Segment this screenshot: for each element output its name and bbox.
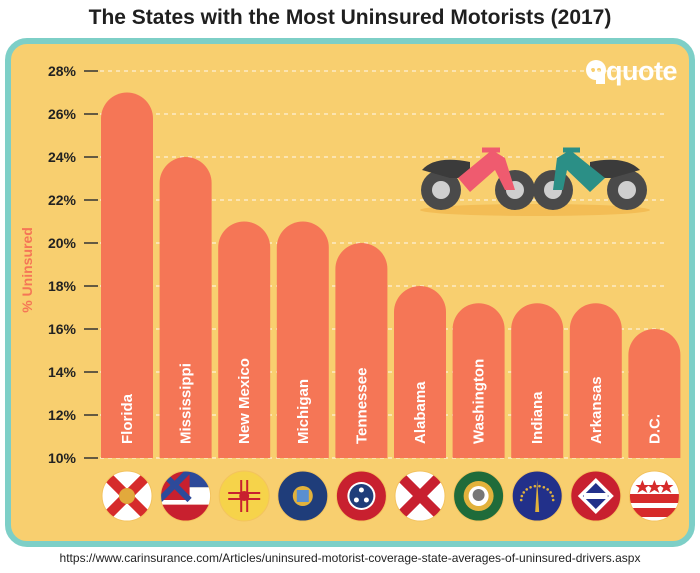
flag-washington-icon <box>453 470 505 522</box>
bar-label: Tennessee <box>353 368 370 444</box>
flag-new-mexico-icon <box>218 470 270 522</box>
y-tick-label: 14% <box>48 364 77 380</box>
bar-label: Washington <box>471 359 488 444</box>
flag-alabama-icon <box>394 470 446 522</box>
y-axis-label: % Uninsured <box>19 227 35 313</box>
bar-label: Mississippi <box>178 363 195 444</box>
y-tick-label: 26% <box>48 106 77 122</box>
bar-arkansas <box>569 303 622 458</box>
bar-indiana <box>511 303 564 458</box>
teal-motorcycle-icon <box>533 147 647 210</box>
chart-title: The States with the Most Uninsured Motor… <box>88 6 612 29</box>
flag-tennessee-icon <box>335 470 387 522</box>
source-url: https://www.carinsurance.com/Articles/un… <box>59 551 641 565</box>
flag-indiana-icon <box>511 470 563 522</box>
bar-label: Indiana <box>529 391 546 444</box>
bar-washington <box>452 303 505 458</box>
bar-new-mexico <box>218 221 271 458</box>
flag-d-c--icon <box>628 470 680 522</box>
y-tick-label: 20% <box>48 235 77 251</box>
bar-d-c- <box>628 329 681 458</box>
red-motorcycle-icon <box>421 147 535 210</box>
bar-alabama <box>394 286 446 458</box>
bar-label: D.C. <box>646 414 663 444</box>
bar-michigan <box>276 221 329 458</box>
bar-label: Alabama <box>412 381 429 444</box>
bar-label: Michigan <box>295 379 312 444</box>
y-tick-label: 22% <box>48 192 77 208</box>
bar-tennessee <box>335 243 388 458</box>
motorcycles-illustration <box>420 147 650 216</box>
y-tick-label: 24% <box>48 149 77 165</box>
y-tick-label: 10% <box>48 450 77 466</box>
flag-michigan-icon <box>277 470 329 522</box>
bar-label: Arkansas <box>588 376 605 444</box>
y-tick-label: 16% <box>48 321 77 337</box>
y-tick-label: 18% <box>48 278 77 294</box>
bar-florida <box>101 92 153 459</box>
bar-mississippi <box>159 157 212 458</box>
flag-mississippi-icon <box>160 470 212 522</box>
y-tick-label: 12% <box>48 407 77 423</box>
bar-label: Florida <box>119 393 136 444</box>
brand-logo: quote <box>606 56 678 86</box>
flag-florida-icon <box>101 470 153 522</box>
y-tick-label: 28% <box>48 63 77 79</box>
flag-arkansas-icon <box>570 470 622 522</box>
bar-label: New Mexico <box>236 358 253 444</box>
